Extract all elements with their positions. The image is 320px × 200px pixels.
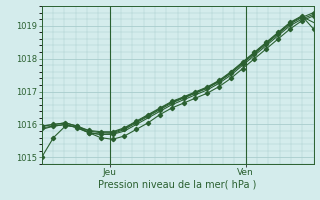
X-axis label: Pression niveau de la mer( hPa ): Pression niveau de la mer( hPa ): [99, 180, 257, 190]
